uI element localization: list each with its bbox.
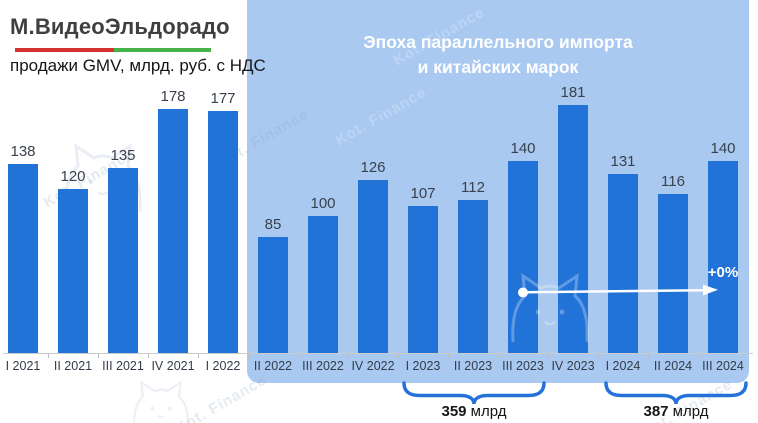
x-tick-label: IV 2021 xyxy=(151,359,195,373)
x-tick-label: III 2023 xyxy=(502,359,544,373)
x-tick-label: II 2023 xyxy=(453,359,493,373)
brace-label-2024: 387 млрд xyxy=(606,403,746,420)
x-axis-tick xyxy=(248,353,249,358)
x-tick-label: I 2023 xyxy=(405,359,441,373)
highlight-title: Эпоха параллельного импорта и китайских … xyxy=(247,30,749,80)
bar-value-label: 116 xyxy=(661,173,685,190)
bar-I 2024 xyxy=(608,174,638,353)
bar-I 2023 xyxy=(408,206,438,353)
bar-value-label: 85 xyxy=(264,216,282,233)
bar-I 2021 xyxy=(8,164,38,353)
brace-label-2023-unit: млрд xyxy=(466,403,507,420)
bar-III 2024 xyxy=(708,161,738,353)
x-tick-label: IV 2023 xyxy=(551,359,595,373)
brand-logo: М.ВидеоЭльдорадо xyxy=(10,14,230,39)
underline-green-segment xyxy=(114,48,211,52)
bar-III 2022 xyxy=(308,216,338,353)
x-axis-tick xyxy=(448,353,449,358)
bar-III 2023 xyxy=(508,161,538,353)
x-tick-label: II 2022 xyxy=(253,359,293,373)
x-axis-tick xyxy=(148,353,149,358)
bar-IV 2022 xyxy=(358,180,388,353)
x-axis-tick xyxy=(48,353,49,358)
brand-block: М.ВидеоЭльдорадо продажи GMV, млрд. руб.… xyxy=(10,14,266,75)
x-axis-tick xyxy=(298,353,299,358)
x-tick-label: IV 2022 xyxy=(351,359,395,373)
brace-label-2024-value: 387 xyxy=(643,403,669,420)
bar-II 2023 xyxy=(458,200,488,353)
bar-value-label: 135 xyxy=(110,147,136,164)
bar-value-label: 178 xyxy=(160,88,186,105)
x-axis-tick xyxy=(648,353,649,358)
x-axis-line xyxy=(3,353,753,354)
bar-value-label: 126 xyxy=(360,159,386,176)
x-axis-tick xyxy=(398,353,399,358)
x-axis-tick xyxy=(348,353,349,358)
bar-value-label: 138 xyxy=(10,143,36,160)
bar-value-label: 107 xyxy=(410,185,436,202)
brace-label-2024-unit: млрд xyxy=(668,403,709,420)
x-tick-label: I 2021 xyxy=(5,359,41,373)
highlight-title-line1: Эпоха параллельного импорта xyxy=(363,32,633,52)
x-tick-label: II 2024 xyxy=(653,359,693,373)
x-tick-label: III 2024 xyxy=(702,359,744,373)
brace-label-2023: 359 млрд xyxy=(404,403,544,420)
x-axis-tick xyxy=(98,353,99,358)
bar-value-label: 100 xyxy=(310,195,336,212)
x-tick-label: III 2021 xyxy=(102,359,144,373)
x-axis-tick xyxy=(698,353,699,358)
x-tick-label: I 2024 xyxy=(605,359,641,373)
underline-red-segment xyxy=(15,48,114,52)
brand-underline xyxy=(15,48,211,52)
bar-value-label: 131 xyxy=(610,153,636,170)
bar-II 2021 xyxy=(58,189,88,353)
x-axis-tick xyxy=(548,353,549,358)
bar-value-label: 177 xyxy=(210,90,236,107)
bar-value-label: 140 xyxy=(710,140,736,157)
growth-percent-label: +0% xyxy=(707,264,739,281)
bar-III 2021 xyxy=(108,168,138,353)
bar-IV 2023 xyxy=(558,105,588,353)
x-tick-label: II 2021 xyxy=(53,359,93,373)
x-tick-label: I 2022 xyxy=(205,359,241,373)
bar-value-label: 112 xyxy=(461,179,485,196)
x-axis-tick xyxy=(498,353,499,358)
x-axis-tick xyxy=(198,353,199,358)
bar-I 2022 xyxy=(208,111,238,353)
chart-subtitle: продажи GMV, млрд. руб. с НДС xyxy=(10,56,266,75)
bar-II 2022 xyxy=(258,237,288,353)
bar-II 2024 xyxy=(658,194,688,353)
bar-value-label: 140 xyxy=(510,140,536,157)
bar-value-label: 181 xyxy=(560,84,586,101)
bar-IV 2021 xyxy=(158,109,188,353)
x-tick-label: III 2022 xyxy=(302,359,344,373)
x-axis-tick xyxy=(598,353,599,358)
bar-value-label: 120 xyxy=(60,168,86,185)
brace-label-2023-value: 359 xyxy=(441,403,467,420)
highlight-title-line2: и китайских марок xyxy=(417,57,579,77)
